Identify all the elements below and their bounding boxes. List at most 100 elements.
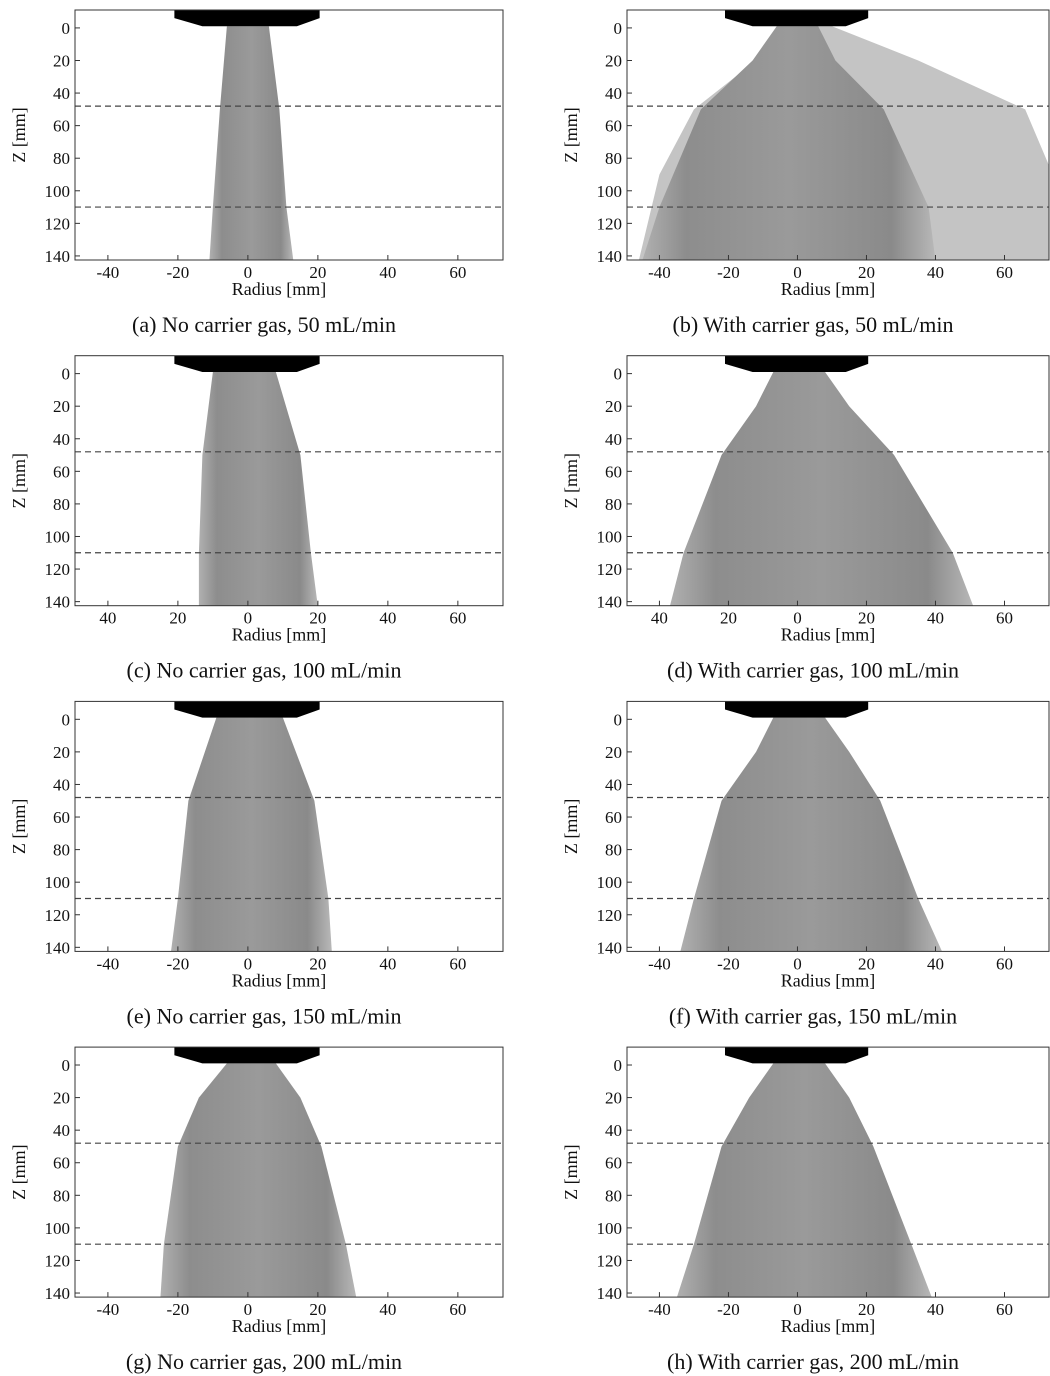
y-tick-label: 0 [62,1056,71,1075]
y-tick-label: 80 [53,495,70,514]
x-tick-label: 60 [449,1300,466,1319]
y-tick-label: 0 [614,1056,623,1075]
spray-image [75,355,503,606]
y-tick-label: 120 [597,1251,623,1270]
y-tick-label: 100 [45,182,71,201]
x-tick-label: 60 [996,609,1013,628]
y-tick-label: 40 [53,775,70,794]
y-tick-label: 0 [614,19,623,38]
y-tick-label: 20 [605,1089,622,1108]
x-tick-label: -40 [648,1300,671,1319]
y-tick-label: 100 [597,527,623,546]
y-tick-label: 100 [597,873,623,892]
x-axis-label: Radius [mm] [232,970,327,990]
x-tick-label: 60 [449,954,466,973]
axes-box [626,700,1050,952]
x-tick-label: -20 [717,263,740,282]
x-tick-label: 0 [244,263,253,282]
y-tick-label: 20 [53,743,70,762]
y-axis-label: Z [mm] [561,453,581,509]
y-tick-label: 120 [45,906,71,925]
y-tick-label: 60 [53,808,70,827]
y-tick-label: 40 [605,1121,622,1140]
x-tick-label: 40 [379,954,396,973]
x-tick-label: 20 [720,609,737,628]
spray [680,717,943,952]
axes-box [626,9,1050,261]
x-tick-label: 20 [858,1300,875,1319]
panel: 0 20 40 60 80 100 120 140 -40 -20 0 20 40 60 Radius [m… [9,700,504,1028]
y-axis-label: Z [mm] [9,1144,29,1200]
y-axis-label: Z [mm] [9,107,29,163]
spray-image [75,701,503,952]
panel: 0 20 40 60 80 100 120 140 -40 -20 0 20 40 60 Radius [m… [561,9,1050,337]
x-tick-label: 20 [169,609,186,628]
x-tick-label: -20 [717,1300,740,1319]
y-axis-label: Z [mm] [561,107,581,163]
y-tick-label: 100 [597,1219,623,1238]
y-tick-label: 80 [53,149,70,168]
y-tick-label: 0 [614,710,623,729]
caption: (f) With carrier gas, 150 mL/min [669,1003,957,1028]
y-tick-label: 80 [605,495,622,514]
y-tick-label: 120 [45,1251,71,1270]
y-tick-label: 60 [605,462,622,481]
y-tick-label: 20 [605,397,622,416]
axes-box [626,355,1050,607]
spray-image [75,10,503,260]
x-tick-label: -40 [97,1300,120,1319]
y-tick-label: 20 [53,1089,70,1108]
x-tick-label: 0 [793,954,802,973]
y-axis-label: Z [mm] [9,453,29,509]
y-tick-label: 120 [45,560,71,579]
x-tick-label: 60 [996,1300,1013,1319]
panel: 0 20 40 60 80 100 120 140 -40 -20 0 20 40 60 Radius [m… [561,700,1050,1028]
y-tick-label: 40 [605,430,622,449]
x-tick-label: 40 [379,609,396,628]
spray-image [627,10,1049,260]
y-tick-label: 140 [45,247,71,266]
x-tick-label: -20 [717,954,740,973]
x-tick-label: 0 [793,609,802,628]
panel: 0 20 40 60 80 100 120 140 40 20 0 20 40 60 Radius [mm]… [9,355,504,683]
x-tick-label: 0 [793,263,802,282]
x-axis-label: Radius [mm] [781,625,876,645]
y-tick-label: 100 [597,182,623,201]
x-axis-label: Radius [mm] [781,970,876,990]
x-tick-label: -40 [648,263,671,282]
spray-image [75,1047,503,1298]
axes-box [74,700,504,952]
panel: 0 20 40 60 80 100 120 140 -40 -20 0 20 40 60 Radius [m… [9,9,504,337]
x-tick-label: 20 [309,609,326,628]
y-tick-label: 140 [597,1284,623,1303]
y-tick-label: 40 [605,775,622,794]
y-tick-label: 80 [53,1186,70,1205]
spray [170,717,332,952]
y-tick-label: 140 [45,593,71,612]
y-tick-label: 60 [53,1154,70,1173]
axes-box [74,1046,504,1298]
y-tick-label: 40 [53,1121,70,1140]
x-tick-label: 20 [309,263,326,282]
nozzle [174,701,320,718]
y-tick-label: 60 [605,1154,622,1173]
caption: (b) With carrier gas, 50 mL/min [673,312,954,337]
y-tick-label: 0 [62,19,71,38]
x-tick-label: 40 [927,1300,944,1319]
y-tick-label: 100 [45,873,71,892]
y-tick-label: 0 [62,710,71,729]
y-axis-label: Z [mm] [561,799,581,855]
x-tick-label: 20 [858,954,875,973]
x-tick-label: 40 [927,609,944,628]
y-tick-label: 140 [597,593,623,612]
caption: (c) No carrier gas, 100 mL/min [127,658,402,683]
axes-box [74,355,504,607]
x-axis-label: Radius [mm] [232,625,327,645]
x-tick-label: 0 [793,1300,802,1319]
y-tick-label: 60 [53,462,70,481]
x-tick-label: 40 [927,954,944,973]
y-tick-label: 60 [605,117,622,136]
x-tick-label: 40 [99,609,116,628]
y-tick-label: 120 [45,214,71,233]
y-tick-label: 40 [53,84,70,103]
